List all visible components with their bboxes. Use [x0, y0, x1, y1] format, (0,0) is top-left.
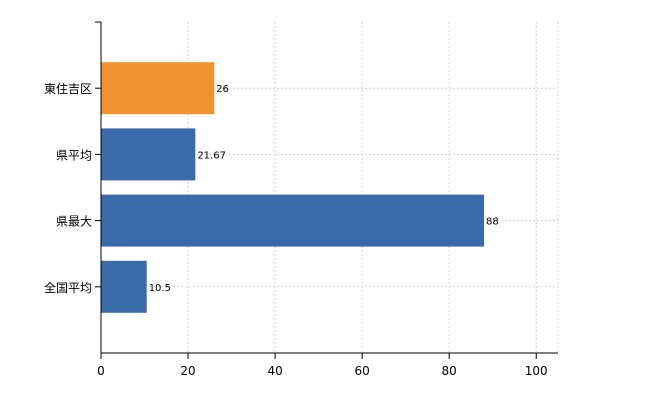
y-tick-label: 県最大 [56, 215, 92, 229]
data-label: 88 [486, 217, 499, 228]
x-tick-label: 40 [267, 364, 282, 378]
bar [101, 128, 196, 181]
y-tick-label: 県平均 [56, 148, 92, 162]
bar [101, 194, 485, 247]
bar [101, 62, 215, 115]
data-label: 10.5 [149, 283, 171, 294]
y-tick-label: 全国平均 [44, 280, 92, 295]
x-tick-label: 20 [180, 364, 195, 378]
x-tick-label: 80 [442, 364, 457, 378]
bar [101, 260, 147, 313]
data-label: 26 [216, 84, 229, 95]
x-tick-label: 100 [525, 364, 548, 378]
data-label: 21.67 [197, 150, 226, 161]
x-tick-label: 0 [97, 364, 105, 378]
bar-layer: 26 21.67 88 10.5 [101, 62, 499, 313]
x-tick-label: 60 [355, 364, 370, 378]
y-tick-label: 東住吉区 [44, 82, 92, 96]
